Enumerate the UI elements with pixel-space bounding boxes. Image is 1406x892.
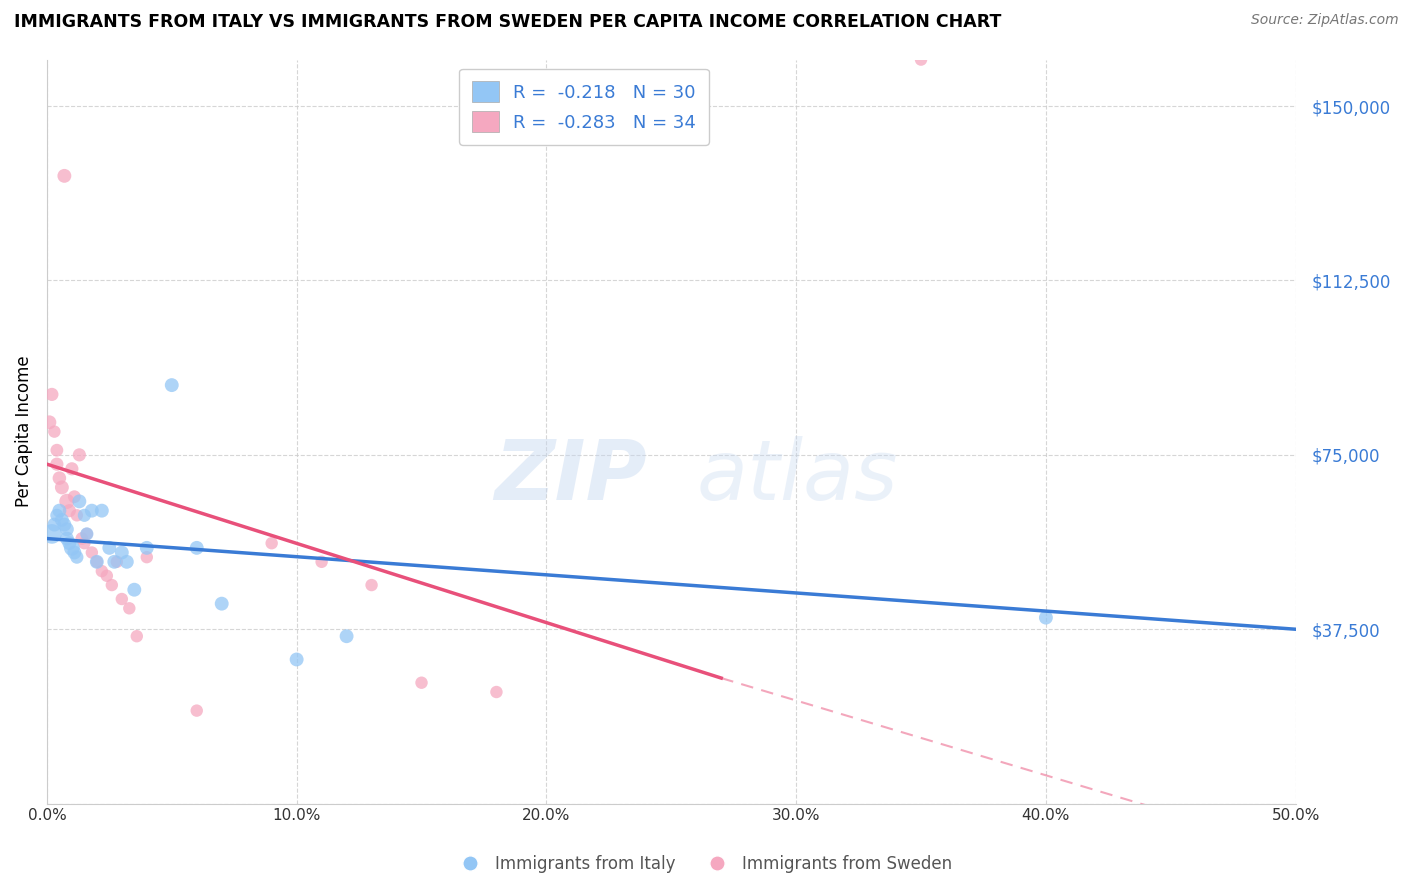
Point	[58, 536, 80, 550]
Point	[360, 578, 382, 592]
Point	[211, 597, 233, 611]
Point	[60, 541, 83, 555]
Point	[105, 555, 128, 569]
Point	[63, 490, 86, 504]
Point	[41, 527, 63, 541]
Point	[118, 601, 141, 615]
Point	[76, 527, 98, 541]
Point	[48, 471, 70, 485]
Point	[63, 545, 86, 559]
Point	[80, 503, 103, 517]
Point	[135, 541, 157, 555]
Text: atlas: atlas	[696, 436, 898, 516]
Point	[285, 652, 308, 666]
Point	[53, 169, 76, 183]
Point	[56, 532, 79, 546]
Text: ZIP: ZIP	[494, 436, 647, 516]
Point	[98, 541, 121, 555]
Point	[90, 564, 112, 578]
Point	[260, 536, 283, 550]
Point	[51, 480, 73, 494]
Point	[90, 503, 112, 517]
Point	[38, 415, 60, 429]
Point	[336, 629, 359, 643]
Point	[73, 508, 96, 523]
Point	[73, 536, 96, 550]
Point	[58, 503, 80, 517]
Point	[56, 494, 79, 508]
Legend: Immigrants from Italy, Immigrants from Sweden: Immigrants from Italy, Immigrants from S…	[447, 848, 959, 880]
Point	[76, 527, 98, 541]
Point	[67, 494, 90, 508]
Point	[910, 53, 932, 67]
Point	[44, 425, 66, 439]
Point	[160, 378, 183, 392]
Point	[86, 555, 108, 569]
Point	[51, 513, 73, 527]
Point	[103, 555, 125, 569]
Point	[45, 443, 67, 458]
Point	[56, 522, 79, 536]
Legend: R =  -0.218   N = 30, R =  -0.283   N = 34: R = -0.218 N = 30, R = -0.283 N = 34	[458, 69, 709, 145]
Point	[48, 503, 70, 517]
Point	[125, 629, 148, 643]
Point	[41, 387, 63, 401]
Point	[45, 457, 67, 471]
Point	[96, 568, 118, 582]
Point	[111, 545, 134, 559]
Point	[485, 685, 508, 699]
Point	[1035, 610, 1057, 624]
Point	[86, 555, 108, 569]
Point	[101, 578, 124, 592]
Point	[186, 541, 208, 555]
Point	[411, 675, 433, 690]
Point	[67, 448, 90, 462]
Point	[186, 704, 208, 718]
Text: Source: ZipAtlas.com: Source: ZipAtlas.com	[1251, 13, 1399, 28]
Point	[115, 555, 138, 569]
Point	[44, 517, 66, 532]
Point	[66, 550, 89, 565]
Y-axis label: Per Capita Income: Per Capita Income	[15, 356, 32, 508]
Point	[66, 508, 89, 523]
Point	[60, 462, 83, 476]
Point	[45, 508, 67, 523]
Point	[124, 582, 146, 597]
Point	[111, 592, 134, 607]
Point	[311, 555, 333, 569]
Point	[80, 545, 103, 559]
Point	[53, 517, 76, 532]
Point	[70, 532, 93, 546]
Text: IMMIGRANTS FROM ITALY VS IMMIGRANTS FROM SWEDEN PER CAPITA INCOME CORRELATION CH: IMMIGRANTS FROM ITALY VS IMMIGRANTS FROM…	[14, 13, 1001, 31]
Point	[135, 550, 157, 565]
